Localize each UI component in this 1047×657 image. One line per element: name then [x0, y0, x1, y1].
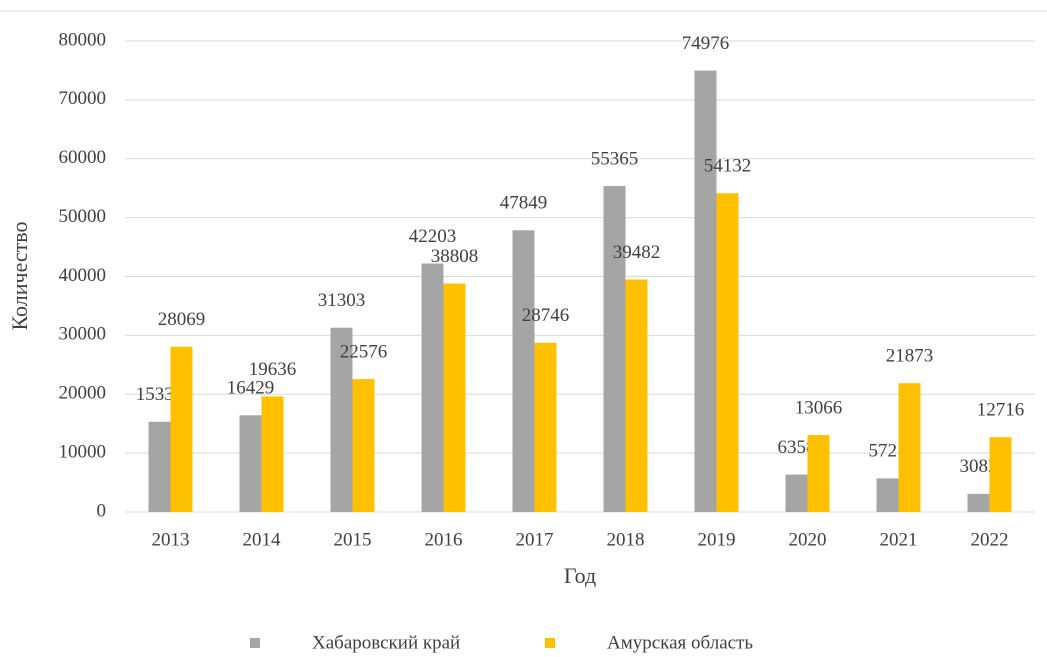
x-tick-label: 2022	[971, 529, 1009, 550]
data-label: 31303	[318, 290, 366, 311]
bar	[421, 263, 444, 512]
data-label: 19636	[249, 359, 297, 380]
data-label: 74976	[682, 33, 730, 54]
y-tick-label: 0	[97, 500, 107, 521]
bar	[261, 396, 284, 512]
y-tick-label: 10000	[59, 441, 107, 462]
y-axis-title: Количество	[7, 221, 32, 330]
bar	[716, 193, 739, 512]
bar	[443, 283, 466, 512]
bar	[352, 379, 375, 512]
data-label: 22576	[340, 341, 388, 362]
data-label: 28069	[158, 309, 206, 330]
bar	[989, 437, 1012, 512]
legend-label: Амурская область	[607, 632, 753, 653]
bar	[148, 421, 171, 512]
y-tick-label: 40000	[59, 265, 107, 286]
bar	[967, 493, 990, 512]
x-tick-label: 2018	[607, 529, 645, 550]
bar	[876, 478, 899, 512]
legend-swatch	[545, 638, 555, 648]
data-label: 54132	[704, 156, 752, 177]
y-tick-label: 80000	[59, 29, 107, 50]
bar	[898, 383, 921, 512]
x-axis-title: Год	[564, 563, 596, 588]
bar	[807, 435, 830, 512]
x-tick-label: 2021	[880, 529, 918, 550]
bar	[625, 279, 648, 512]
x-tick-label: 2020	[789, 529, 827, 550]
bar	[785, 474, 808, 512]
data-label: 38808	[431, 246, 479, 267]
y-tick-label: 70000	[59, 88, 107, 109]
y-tick-label: 20000	[59, 383, 107, 404]
data-label: 13066	[795, 397, 843, 418]
data-label: 39482	[613, 242, 661, 263]
bar	[330, 327, 353, 512]
bar	[694, 70, 717, 512]
data-label: 21873	[886, 346, 934, 367]
x-tick-label: 2015	[334, 529, 372, 550]
data-label: 47849	[500, 193, 548, 214]
y-tick-label: 30000	[59, 324, 107, 345]
data-label: 5721	[869, 441, 907, 462]
bar	[534, 342, 557, 512]
y-tick-label: 50000	[59, 206, 107, 227]
x-tick-label: 2016	[425, 529, 463, 550]
data-label: 6358	[778, 437, 816, 458]
x-tick-label: 2014	[243, 529, 282, 550]
data-label: 16429	[227, 378, 275, 399]
data-label: 55365	[591, 148, 639, 169]
data-label: 3082	[960, 456, 998, 477]
data-label: 12716	[977, 399, 1025, 420]
bar	[603, 186, 626, 512]
y-tick-label: 60000	[59, 147, 107, 168]
bar	[239, 415, 262, 512]
bar	[512, 230, 535, 513]
x-tick-label: 2013	[152, 529, 190, 550]
legend-label: Хабаровский край	[312, 632, 460, 653]
x-tick-label: 2017	[516, 529, 554, 550]
data-label: 42203	[409, 226, 457, 247]
bar	[170, 346, 193, 512]
legend-swatch	[250, 638, 260, 648]
data-label: 28746	[522, 305, 570, 326]
x-tick-label: 2019	[698, 529, 736, 550]
